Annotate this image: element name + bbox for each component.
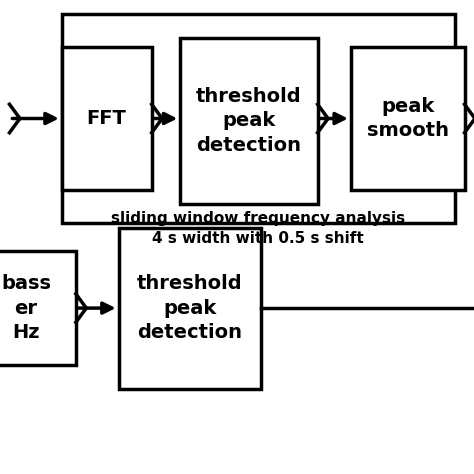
Text: sliding window frequency analysis
4 s width with 0.5 s shift: sliding window frequency analysis 4 s wi… <box>111 211 405 246</box>
Bar <box>62 14 455 223</box>
Text: threshold
peak
detection: threshold peak detection <box>196 87 301 155</box>
Text: bass
er
Hz: bass er Hz <box>1 274 51 342</box>
Bar <box>62 47 152 190</box>
Bar <box>118 228 261 389</box>
Text: FFT: FFT <box>87 109 127 128</box>
Text: threshold
peak
detection: threshold peak detection <box>137 274 242 342</box>
Bar <box>0 251 76 365</box>
Bar <box>351 47 465 190</box>
Text: peak
smooth: peak smooth <box>367 97 448 140</box>
Bar <box>180 38 318 204</box>
